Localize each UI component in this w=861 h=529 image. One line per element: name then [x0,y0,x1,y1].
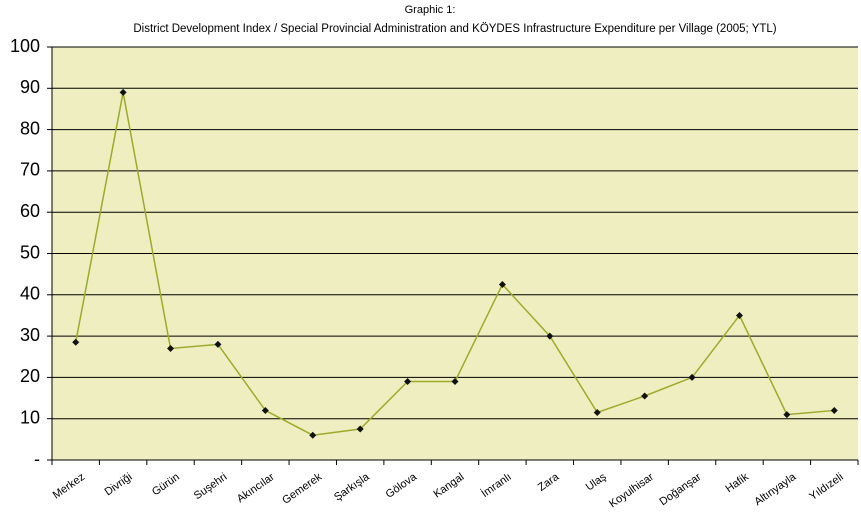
data-point [641,392,649,400]
x-tick-label: Doğanşar [657,471,703,508]
y-tick-label: 30 [20,325,40,345]
data-point [735,311,743,319]
data-point [119,88,127,96]
x-tick-label: Ulaş [584,471,609,494]
y-tick-label: - [34,449,40,469]
data-point [593,409,601,417]
y-tick-label: 100 [10,36,40,56]
x-tick-label: Gemerek [280,471,324,507]
data-point [309,431,317,439]
y-tick-label: 70 [20,160,40,180]
x-tick-label: Şarkışla [332,471,372,504]
data-point [261,406,269,414]
chart-subtitle: District Development Index / Special Pro… [133,23,776,35]
data-point [356,425,364,433]
x-tick-label: Zara [536,471,562,494]
x-tick-label: Akıncılar [235,471,277,506]
x-tick-label: Merkez [51,471,87,502]
y-tick-label: 60 [20,201,40,221]
data-point [214,340,222,348]
y-tick-label: 90 [20,77,40,97]
x-tick-label: Suşehri [192,471,229,502]
data-point [830,406,838,414]
data-point [404,378,412,386]
x-tick-label: Altınyayla [752,471,799,509]
data-point [72,338,80,346]
x-tick-label: Kangal [431,471,466,500]
data-point [546,332,554,340]
x-tick-label: İmranlı [479,470,514,500]
data-point [498,280,506,288]
x-tick-label: Gölova [384,471,420,501]
y-tick-label: 80 [20,118,40,138]
data-point [688,373,696,381]
y-tick-label: 20 [20,366,40,386]
y-tick-label: 40 [20,284,40,304]
chart-title: Graphic 1: [405,4,456,16]
x-tick-label: Yıldızeli [807,471,845,503]
x-tick-label: Hafik [723,471,751,495]
data-point [451,378,459,386]
data-point [783,411,791,419]
x-tick-label: Koyulhisar [607,471,656,510]
x-tick-label: Gürün [150,471,182,498]
y-tick-label: 50 [20,242,40,262]
data-point [167,344,175,352]
x-tick-label: Divriği [103,471,135,498]
y-tick-label: 10 [20,407,40,427]
